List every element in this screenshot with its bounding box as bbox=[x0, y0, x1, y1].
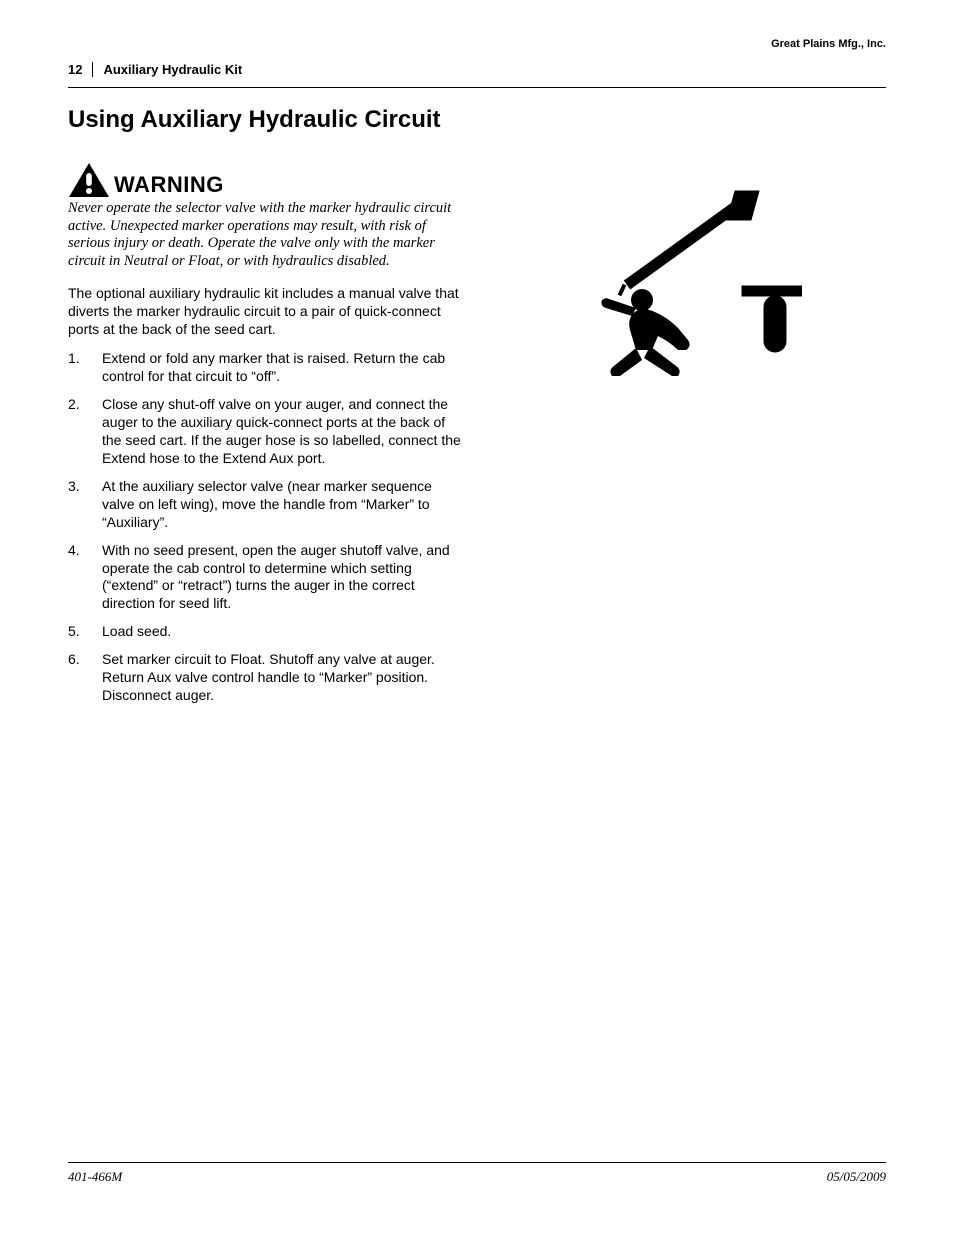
text-column: WARNING Never operate the selector valve… bbox=[68, 162, 468, 715]
page-header: 12 Auxiliary Hydraulic Kit bbox=[68, 62, 886, 77]
step-text: Load seed. bbox=[102, 623, 468, 641]
page-number: 12 bbox=[68, 62, 93, 77]
step-text: Close any shut-off valve on your auger, … bbox=[102, 396, 468, 468]
intro-paragraph: The optional auxiliary hydraulic kit inc… bbox=[68, 285, 468, 339]
figure-column bbox=[508, 162, 886, 380]
warning-label: WARNING bbox=[114, 174, 224, 198]
step-text: Extend or fold any marker that is raised… bbox=[102, 350, 468, 386]
doc-date: 05/05/2009 bbox=[827, 1169, 886, 1185]
step-text: At the auxiliary selector valve (near ma… bbox=[102, 478, 468, 532]
list-item: Close any shut-off valve on your auger, … bbox=[68, 396, 468, 468]
kit-title: Auxiliary Hydraulic Kit bbox=[93, 62, 242, 77]
footer-rule bbox=[68, 1162, 886, 1163]
section-title: Using Auxiliary Hydraulic Circuit bbox=[68, 106, 886, 134]
header-rule bbox=[68, 87, 886, 88]
company-name: Great Plains Mfg., Inc. bbox=[771, 38, 886, 50]
warning-heading: WARNING bbox=[68, 162, 468, 198]
list-item: At the auxiliary selector valve (near ma… bbox=[68, 478, 468, 532]
list-item: Extend or fold any marker that is raised… bbox=[68, 350, 468, 386]
page-footer: 401-466M 05/05/2009 bbox=[68, 1162, 886, 1185]
crush-hazard-icon bbox=[592, 190, 802, 380]
steps-list: Extend or fold any marker that is raised… bbox=[68, 350, 468, 704]
list-item: With no seed present, open the auger shu… bbox=[68, 542, 468, 614]
step-text: Set marker circuit to Float. Shutoff any… bbox=[102, 651, 468, 705]
warning-body: Never operate the selector valve with th… bbox=[68, 200, 468, 271]
list-item: Set marker circuit to Float. Shutoff any… bbox=[68, 651, 468, 705]
list-item: Load seed. bbox=[68, 623, 468, 641]
step-text: With no seed present, open the auger shu… bbox=[102, 542, 468, 614]
content-columns: WARNING Never operate the selector valve… bbox=[68, 162, 886, 715]
doc-number: 401-466M bbox=[68, 1169, 122, 1185]
warning-triangle-icon bbox=[68, 162, 110, 198]
